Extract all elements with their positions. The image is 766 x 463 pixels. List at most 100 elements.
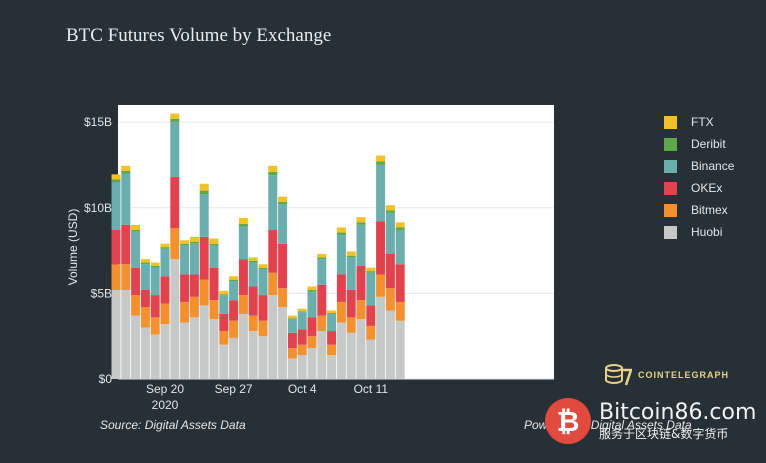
legend-swatch [664,137,677,151]
legend-swatch [664,203,677,217]
bar-segment-okex [297,329,307,345]
x-tick-label: Oct 11 [354,382,389,396]
bar-segment-bitmex [111,264,121,290]
bar-segment-huobi [111,289,121,379]
bar-segment-binance [317,259,327,285]
bar-segment-bitmex [131,295,141,316]
bar-segment-huobi [121,289,131,379]
legend-item-bitmex[interactable]: Bitmex [664,199,734,221]
bar-segment-ftx [131,224,141,231]
bar-segment-binance [395,230,405,265]
bar-segment-binance [248,262,258,287]
bar-segment-ftx [356,217,366,223]
bar-segment-okex [317,284,327,316]
legend-item-huobi[interactable]: Huobi [664,221,734,243]
bar-segment-binance [180,245,190,275]
bar-segment-ftx [376,155,386,162]
bar-segment-okex [140,289,150,308]
bar-segment-ftx [238,218,248,225]
bar-segment-huobi [356,319,366,379]
bar-segment-deribit [258,267,268,270]
bar-segment-binance [366,272,376,306]
legend-label: Huobi [691,225,723,239]
bitcoin-icon: ₿ [545,398,591,444]
bar-segment-huobi [238,313,248,379]
bar-segment-deribit [131,230,141,232]
legend-label: Bitmex [691,203,728,217]
bar-segment-okex [189,274,199,297]
bar-segment-okex [209,267,219,301]
x-tick-label: Sep 20 [146,382,184,396]
bar-segment-ftx [189,236,199,242]
bar-segment-binance [209,245,219,268]
bar-segment-huobi [307,348,317,379]
bar-segment-okex [150,295,160,318]
legend-item-okex[interactable]: OKEx [664,177,734,199]
x-tick-year-label: 2020 [152,398,179,412]
bar-segment-huobi [150,334,160,379]
bar-segment-ftx [336,227,346,233]
y-axis-label: Volume (USD) [66,209,80,286]
bar-segment-bitmex [121,264,131,290]
legend-item-binance[interactable]: Binance [664,155,734,177]
y-tick-label: $10B [84,201,112,215]
legend-swatch [664,115,677,129]
bar-segment-ftx [385,205,395,211]
bar-segment-binance [189,243,199,275]
bar-segment-bitmex [366,325,376,340]
bar-segment-binance [307,291,317,318]
bar-segment-binance [229,281,239,301]
bar-segment-bitmex [268,272,278,296]
bar-segment-ftx [317,253,327,258]
bar-segment-okex [395,264,405,302]
bar-segment-deribit [395,227,405,231]
bar-segment-deribit [317,257,327,260]
bar-segment-huobi [346,332,356,379]
bar-segment-bitmex [278,288,288,308]
bar-segment-ftx [199,183,209,191]
bar-segment-huobi [366,339,376,379]
bar-segment-deribit [150,265,160,268]
bar-segment-okex [229,300,239,321]
bar-segment-bitmex [317,315,327,332]
bar-segment-binance [131,231,141,268]
bar-segment-binance [219,295,229,314]
bar-segment-huobi [189,317,199,379]
bar-segment-ftx [366,267,376,272]
bar-segment-deribit [140,262,150,265]
bar-segment-huobi [327,355,337,379]
bar-segment-binance [336,235,346,275]
x-axis-ticks: Sep 20 2020 Sep 27 Oct 4 Oct 11 [146,382,388,412]
y-axis-ticks: $0 $5B $10B $15B [84,115,112,386]
bar-segment-deribit [170,118,180,123]
bar-segment-binance [258,269,268,296]
bar-segment-okex [160,276,170,304]
legend-item-ftx[interactable]: FTX [664,111,734,133]
cointelegraph-logo: COINTELEGRAPH [604,362,729,388]
bar-segment-okex [356,265,366,301]
bar-segment-deribit [189,242,199,244]
bar-segment-okex [111,230,121,265]
bar-segment-okex [366,305,376,326]
bar-segment-okex [170,176,180,229]
bar-segment-ftx [346,251,356,256]
bar-segment-ftx [180,240,190,244]
bar-segment-ftx [170,113,180,119]
bar-segment-bitmex [248,315,258,332]
x-tick-label: Oct 4 [288,382,317,396]
bar-segment-huobi [229,337,239,379]
bar-segment-okex [219,313,229,332]
bar-segment-bitmex [336,301,346,323]
bar-segment-binance [121,173,131,225]
bar-segment-ftx [395,222,405,228]
bar-segment-bitmex [189,296,199,318]
bar-segment-okex [180,274,190,302]
bar-segment-bitmex [287,348,297,359]
bar-segment-ftx [150,262,160,266]
bar-segment-binance [278,204,288,244]
bar-segment-bitmex [395,301,405,321]
legend-item-deribit[interactable]: Deribit [664,133,734,155]
bar-segment-okex [336,274,346,302]
bar-segment-huobi [278,307,288,379]
bar-segment-deribit [307,289,317,292]
